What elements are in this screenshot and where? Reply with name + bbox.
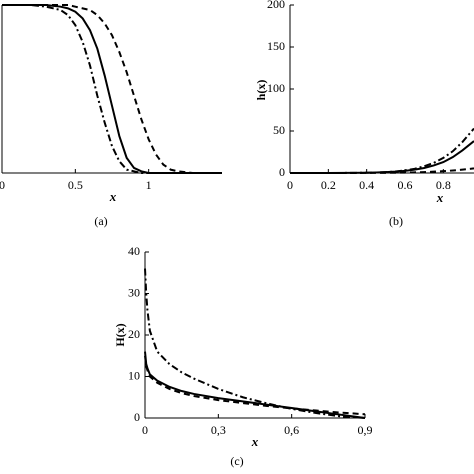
y-tick-label: 150 <box>267 39 285 53</box>
y-tick-label: 10 <box>128 368 140 382</box>
series-line <box>2 4 222 174</box>
x-axis-label: x <box>436 190 444 205</box>
x-tick-label: 0.2 <box>321 178 336 192</box>
series-line <box>290 140 474 174</box>
series-line <box>2 4 222 174</box>
x-tick-label: 1 <box>146 178 152 192</box>
y-tick-label: 40 <box>128 244 140 258</box>
caption: (c) <box>230 454 243 468</box>
x-tick-label: 0.4 <box>359 178 374 192</box>
series-line <box>144 351 366 419</box>
series-line <box>290 167 474 174</box>
caption: (a) <box>94 214 107 228</box>
y-axis-label: H(x) <box>113 323 127 346</box>
x-tick-label: 0.5 <box>68 178 83 192</box>
x-tick-label: 0 <box>0 178 5 192</box>
y-tick-label: 30 <box>128 285 140 299</box>
series-line <box>290 127 474 174</box>
y-tick-label: 0 <box>279 165 285 179</box>
x-tick-label: 0 <box>287 178 293 192</box>
x-tick-label: 0,6 <box>284 423 299 437</box>
caption: (b) <box>389 214 403 228</box>
series-line <box>144 355 366 416</box>
y-tick-label: 20 <box>128 327 140 341</box>
x-tick-label: 0.6 <box>398 178 413 192</box>
y-tick-label: 0 <box>134 410 140 424</box>
x-axis-label: x <box>251 434 259 449</box>
y-tick-label: 100 <box>267 81 285 95</box>
x-tick-label: 0 <box>142 423 148 437</box>
y-tick-label: 50 <box>273 123 285 137</box>
x-axis-label: x <box>109 189 117 204</box>
x-tick-label: 0,3 <box>211 423 226 437</box>
x-tick-label: 0.8 <box>436 178 451 192</box>
series-line <box>2 4 222 174</box>
series-line <box>144 268 366 419</box>
y-axis-label: h(x) <box>254 80 268 101</box>
y-tick-label: 200 <box>267 0 285 11</box>
x-tick-label: 0,9 <box>358 423 373 437</box>
